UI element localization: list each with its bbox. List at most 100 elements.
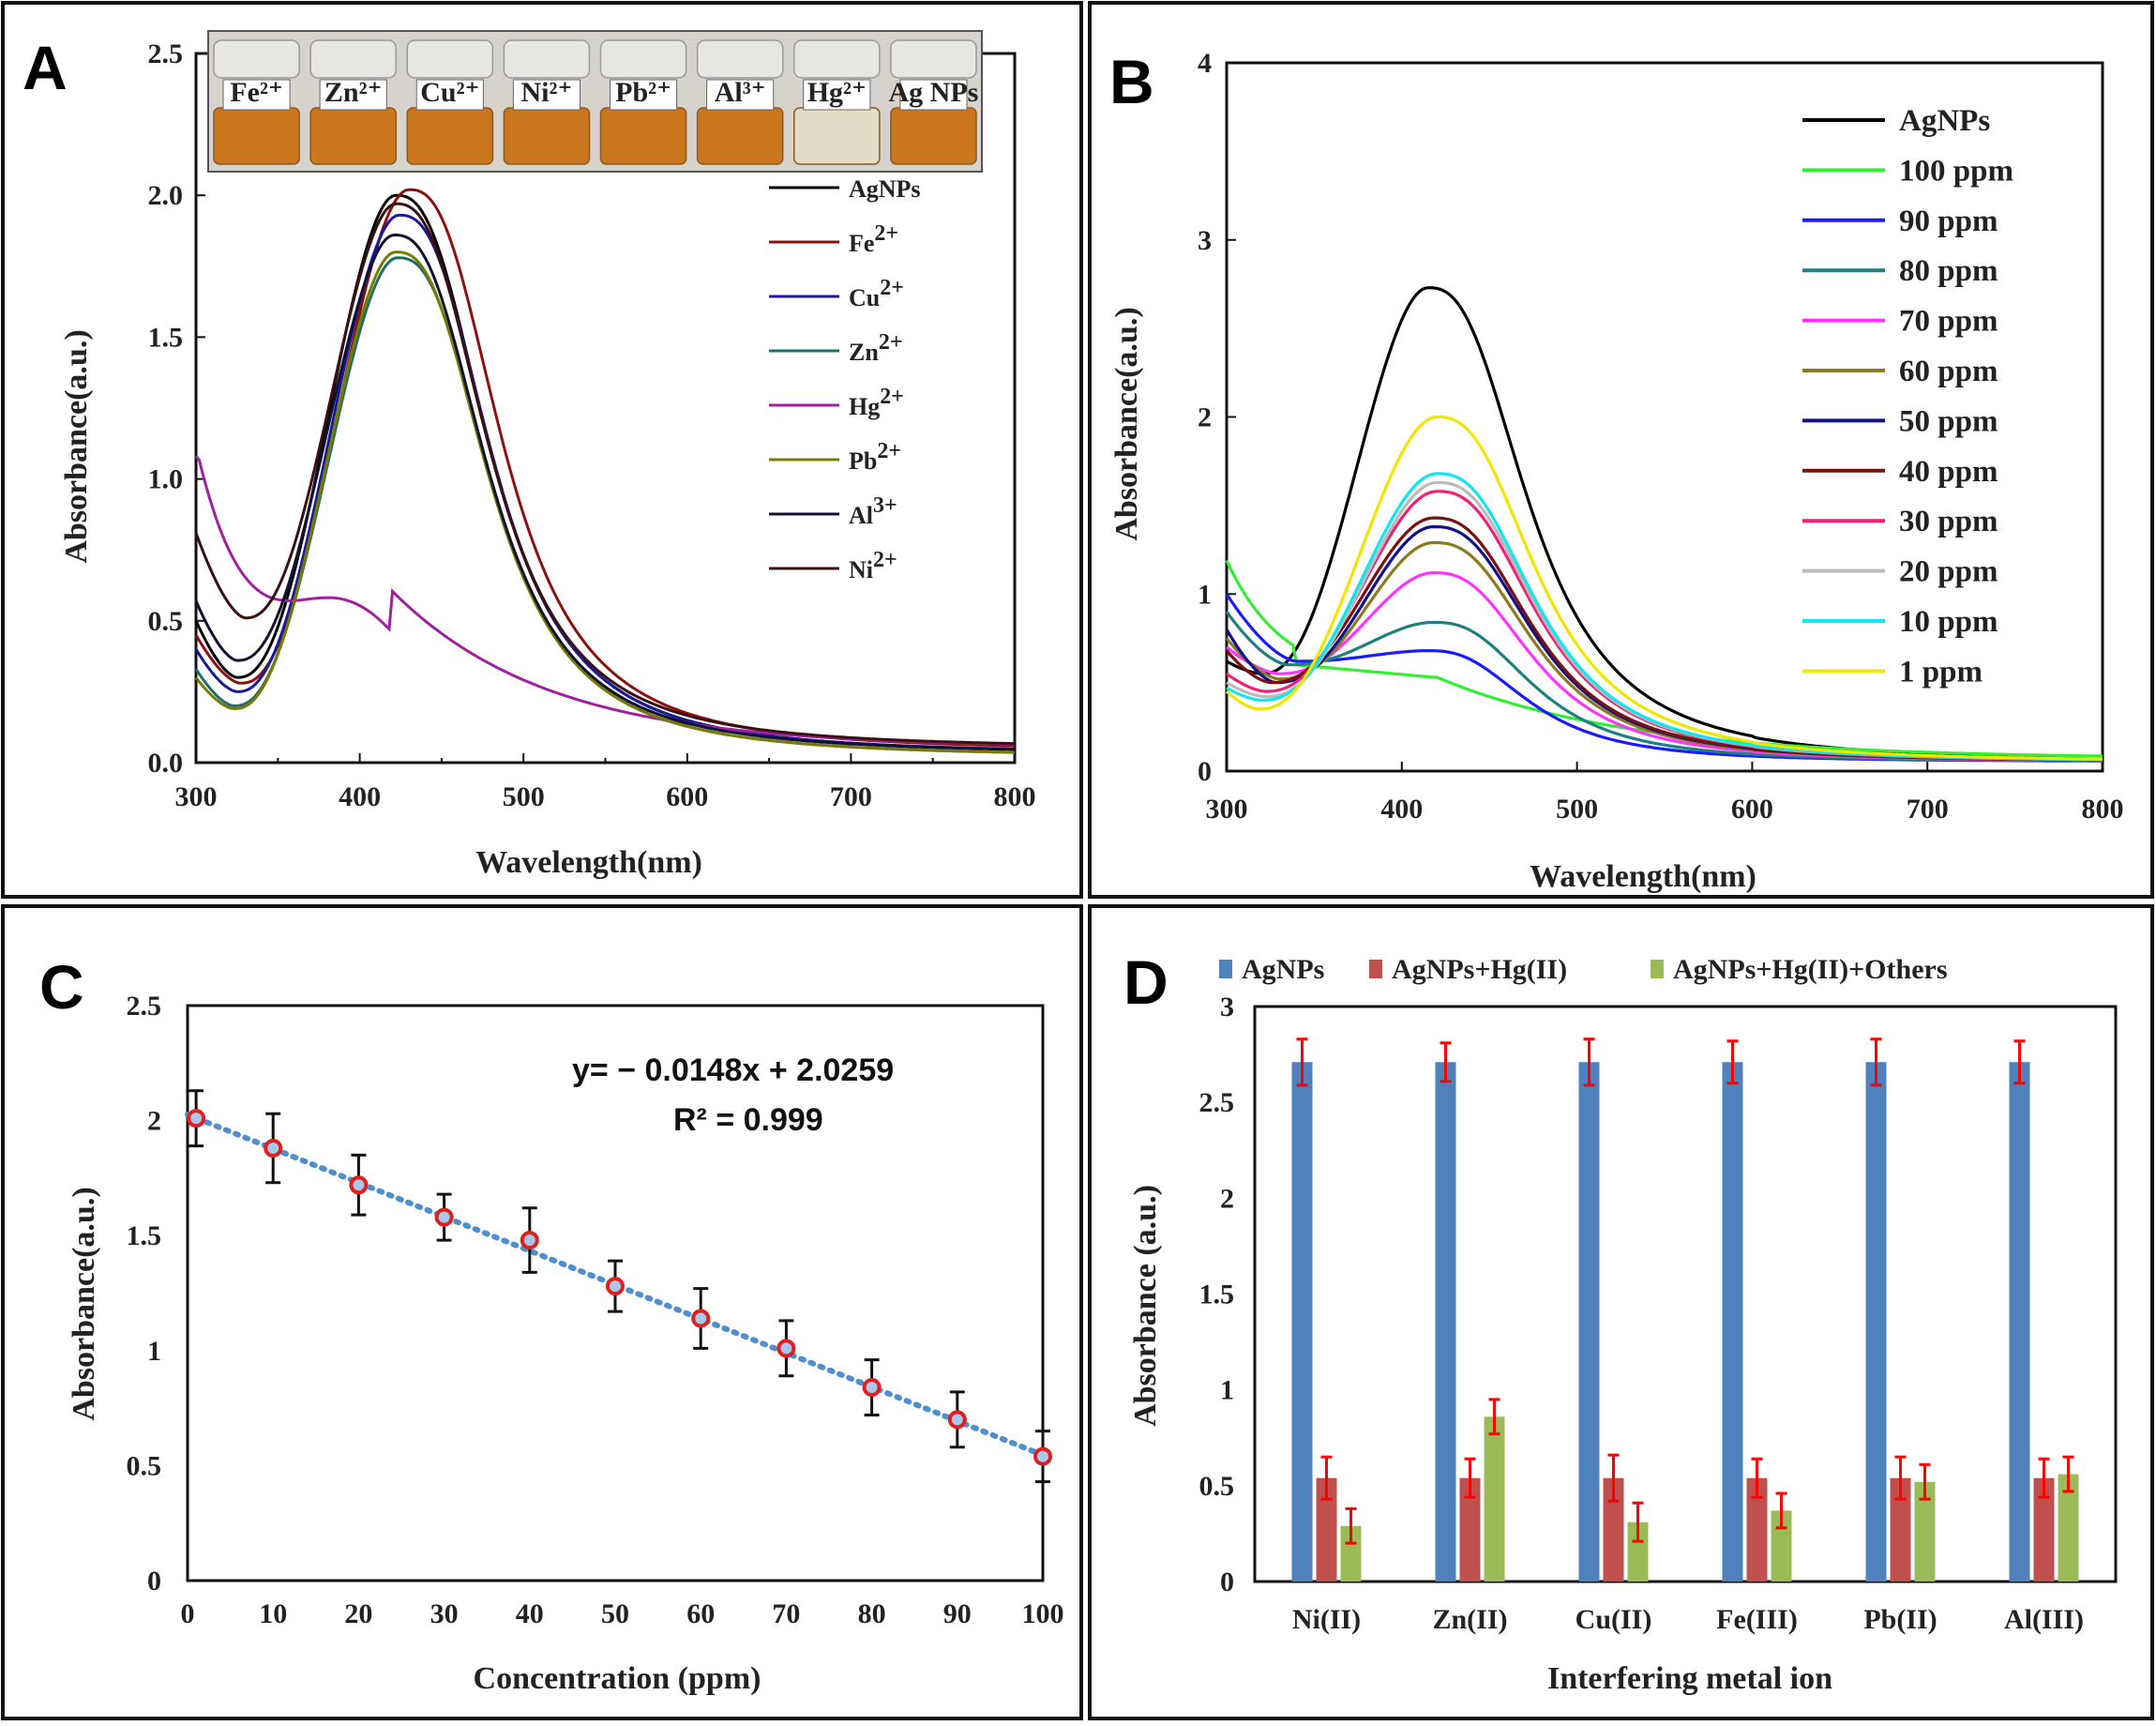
vial-label: [803, 79, 871, 111]
x-category-label: Zn(II): [1432, 1604, 1507, 1635]
vial-liquid: [406, 107, 494, 165]
chart-d: 0 0.5 1 1.5 2 2.5 3 Ni(II) Zn(II) Cu(II) Fe(III) Pb…: [1199, 954, 2118, 1635]
legend-label: 10 ppm: [1899, 605, 1998, 639]
vial-cap: [793, 39, 881, 79]
y-tick-label: 0.5: [148, 606, 184, 637]
x-tick-label: 10: [259, 1598, 287, 1629]
vial-liquid: [599, 107, 687, 165]
y-tick-label: 2: [1220, 1183, 1234, 1214]
legend-charge: 2+: [877, 439, 901, 463]
panel-c-xlabel: Concentration (ppm): [474, 1661, 761, 1696]
y-tick-label: 1.5: [1199, 1279, 1235, 1310]
panel-d-frame: [1088, 904, 2154, 1720]
chart-a: 300 400 500 600 700 800 0.0 0.5 1.0 1.5 2.0 2.5 Fe²⁺…: [148, 30, 1036, 812]
x-tick-label: 40: [516, 1598, 544, 1629]
vial-label: [610, 79, 678, 111]
legend-charge: 2+: [874, 221, 898, 246]
y-tick-label: 0: [147, 1566, 161, 1597]
vial-label-text: Fe²⁺: [230, 77, 282, 108]
curve-ni2-: [194, 202, 1015, 746]
legend-label: 20 ppm: [1899, 555, 1998, 589]
vial-liquid: [890, 107, 977, 165]
vial-label: [415, 79, 484, 111]
x-category-label: Ni(II): [1292, 1604, 1361, 1635]
data-point: [1033, 1446, 1052, 1466]
y-tick-label: 0.5: [1199, 1471, 1235, 1502]
vial-label: [222, 79, 291, 111]
vial-label-text: Pb²⁺: [615, 77, 671, 108]
data-point: [187, 1109, 206, 1128]
legend-charge: 2+: [880, 385, 904, 409]
vial-cap: [890, 39, 977, 79]
x-tick-label: 500: [1556, 794, 1598, 825]
legend-charge: 2+: [879, 330, 903, 355]
y-tick-label: 2.5: [148, 38, 184, 69]
vial-cap: [599, 39, 687, 79]
data-point: [520, 1231, 539, 1250]
y-tick-label: 1.5: [127, 1220, 162, 1251]
bar: [1914, 1481, 1936, 1582]
x-category-label: Pb(II): [1863, 1604, 1937, 1635]
data-point: [691, 1309, 711, 1328]
vial-label-text: Al³⁺: [715, 77, 766, 108]
legend-swatch: [1651, 960, 1664, 978]
chart-b: 300 400 500 600 700 800 0 1 2 3 4 AgNPs 100 ppm 90 pp…: [1198, 48, 2124, 825]
bar: [2009, 1062, 2030, 1582]
y-tick-label: 1: [1198, 579, 1212, 610]
x-category-label: Al(III): [2004, 1604, 2084, 1635]
panel-a-letter: A: [23, 33, 68, 102]
bar: [1459, 1477, 1481, 1582]
y-tick-label: 3: [1220, 992, 1234, 1022]
y-tick-label: 1.5: [148, 322, 184, 353]
bar: [1722, 1062, 1743, 1582]
data-point: [434, 1207, 454, 1227]
x-tick-label: 80: [858, 1598, 886, 1629]
legend-label: 90 ppm: [1899, 204, 1998, 238]
panel-b-xlabel: Wavelength(nm): [1530, 859, 1756, 894]
data-point: [862, 1378, 882, 1398]
x-tick-label: 0: [181, 1598, 195, 1629]
panel-d-letter: D: [1123, 947, 1168, 1017]
legend-label: Zn2+: [849, 330, 903, 366]
legend-label: AgNPs: [849, 175, 921, 203]
bar: [1627, 1522, 1649, 1582]
regression-r2: R² = 0.999: [673, 1102, 823, 1138]
panel-b-letter: B: [1109, 47, 1154, 116]
data-point: [264, 1139, 283, 1158]
x-tick-label: 30: [430, 1598, 459, 1629]
x-tick-label: 700: [1907, 794, 1949, 825]
legend-label: AgNPs+Hg(II)+Others: [1673, 954, 1948, 985]
vial-label-text: Hg²⁺: [807, 77, 867, 108]
x-tick-label: 500: [503, 781, 545, 812]
legend-label: Fe2+: [849, 221, 898, 257]
vial-label-text: Zn²⁺: [324, 77, 383, 108]
legend-label: Ni2+: [849, 548, 897, 583]
y-tick-label: 2.5: [127, 991, 162, 1022]
curve-1-ppm: [1225, 415, 2103, 761]
vial-cap: [406, 39, 494, 79]
x-tick-label: 600: [1731, 794, 1773, 825]
y-tick-label: 0: [1198, 756, 1212, 787]
bar: [1316, 1477, 1337, 1582]
y-tick-label: 4: [1198, 48, 1212, 79]
legend-label: 100 ppm: [1899, 154, 2013, 188]
legend-label: AgNPs+Hg(II): [1392, 954, 1567, 985]
vial-label-text: Ag NPs: [889, 77, 979, 108]
curve-pb2-: [194, 250, 1016, 754]
chart-c: 0 10 20 30 40 50 60 70 80 90 100 0 0.5 1 1.5 2 2.5: [127, 991, 1064, 1629]
vial-cap: [503, 39, 591, 79]
bar: [1340, 1525, 1362, 1582]
x-tick-label: 800: [2082, 794, 2124, 825]
vial-cap: [309, 39, 397, 79]
panel-c-plot-frame: [186, 1004, 1045, 1582]
x-tick-label: 60: [686, 1598, 715, 1629]
y-tick-label: 1: [147, 1336, 161, 1367]
legend-label: 80 ppm: [1899, 254, 1998, 288]
legend-swatch: [1219, 960, 1232, 978]
panel-b-ylabel: Absorbance(a.u.): [1109, 307, 1144, 540]
y-tick-label: 2: [1198, 402, 1212, 433]
bar: [1865, 1062, 1887, 1582]
legend-label: AgNPs: [1242, 954, 1324, 985]
vial-label-text: Cu²⁺: [420, 77, 479, 108]
